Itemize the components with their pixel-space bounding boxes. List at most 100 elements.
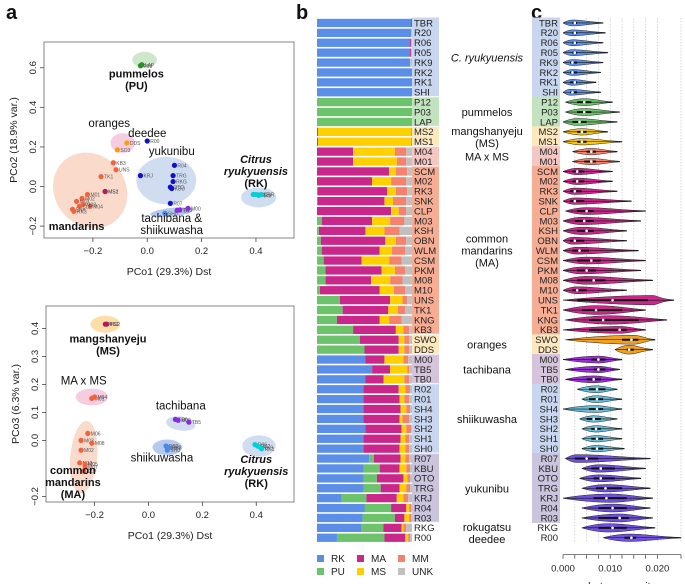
- sample-group-band: [412, 463, 439, 474]
- median-dot: [573, 199, 577, 203]
- bar-segment-pu: [336, 533, 385, 542]
- bar-segment-rk: [317, 494, 342, 503]
- legend-label: MM: [412, 554, 429, 565]
- sample-label: SNK: [538, 197, 558, 208]
- x-tick-label: 0.0: [141, 246, 154, 257]
- bar-segment-mm: [402, 414, 410, 424]
- median-dot: [595, 387, 599, 391]
- sample-label: KRJ: [540, 494, 558, 505]
- sample-label: TB0: [414, 375, 431, 386]
- sample-group-band: [532, 47, 560, 58]
- group-label: Citrus: [240, 154, 272, 166]
- sample-label: R02: [414, 385, 431, 396]
- panel-label-c: c: [531, 2, 542, 24]
- stacked-bar: [317, 375, 412, 384]
- bar-segment-pu: [317, 246, 322, 255]
- sample-label: R05: [414, 48, 431, 59]
- sample-label: R06: [414, 38, 431, 49]
- sample-label: R00: [414, 533, 431, 544]
- bar-segment-mm: [394, 266, 406, 275]
- point-label: SNK: [76, 207, 87, 213]
- data-point: [186, 419, 192, 425]
- point-label: M07: [88, 465, 98, 471]
- legend-label: RK: [331, 554, 345, 565]
- bar-segment-unk: [401, 256, 412, 265]
- bar-segment-rk: [317, 187, 318, 196]
- sample-group-band: [412, 166, 439, 177]
- stacked-bar: [317, 395, 412, 404]
- heterozygosity-violin-plot: TBRR20R06R05RK9RK2RK1SHIP12P03LAPMS2MS1M…: [532, 17, 682, 584]
- bar-segment-rk: [317, 484, 364, 493]
- legend-swatch-mm: [398, 555, 405, 562]
- stacked-bar: [317, 226, 412, 235]
- sample-group-band: [412, 255, 439, 266]
- bar-segment-mm: [411, 137, 412, 146]
- bar-segment-pu: [317, 335, 360, 344]
- data-point: [91, 394, 98, 400]
- median-dot: [573, 81, 577, 84]
- legend: RK MA MM PU MS UNK: [317, 554, 433, 578]
- sample-label: CSM: [537, 256, 558, 267]
- bar-segment-pu: [317, 107, 412, 117]
- point-label: LAP: [145, 63, 155, 69]
- sample-group-band: [532, 116, 560, 127]
- bar-segment-ma: [317, 167, 390, 176]
- sample-label: SH4: [414, 404, 432, 415]
- sample-label: TB5: [541, 365, 558, 376]
- bar-segment-ms: [353, 147, 395, 156]
- sample-label: LAP: [414, 117, 432, 128]
- stacked-bar: [317, 78, 412, 87]
- bar-segment-rk: [317, 533, 337, 542]
- data-point: [78, 437, 84, 443]
- data-point: [87, 203, 93, 209]
- data-point: [76, 203, 82, 209]
- bar-segment-rk: [317, 88, 412, 97]
- stacked-bar: [317, 494, 412, 503]
- stacked-bar: [317, 513, 412, 523]
- bar-segment-rk: [317, 474, 364, 483]
- point-label: TRG: [176, 174, 187, 180]
- ancestry-bar-chart: TBRR20R06R05RK9RK2RK1SHIP12P03LAPMS2MS1M…: [317, 17, 524, 578]
- sample-group-band: [532, 57, 560, 68]
- median-dot: [571, 90, 574, 94]
- median-dot: [571, 71, 574, 74]
- median-dot: [592, 279, 595, 282]
- point-label: M04: [98, 395, 108, 401]
- data-point: [124, 140, 130, 146]
- bar-segment-unk: [406, 177, 412, 186]
- stacked-bar: [317, 414, 412, 424]
- bar-segment-rk: [317, 503, 365, 513]
- sample-label: TB5: [414, 365, 431, 376]
- x-tick-label: 0.4: [250, 510, 263, 521]
- stacked-bar: [317, 157, 412, 166]
- bar-segment-ma: [374, 454, 401, 463]
- median-dot: [573, 189, 577, 193]
- bar-segment-unk: [404, 216, 412, 226]
- sample-label: P03: [414, 107, 431, 118]
- median-dot: [611, 506, 614, 510]
- sample-label: P12: [541, 98, 558, 109]
- bar-segment-mm: [397, 305, 406, 315]
- sample-group-band: [532, 512, 560, 523]
- bar-segment-mm: [405, 444, 410, 453]
- y-axis-label: PCo2 (18.9% var.): [8, 97, 20, 183]
- point-label: MS1: [108, 189, 119, 195]
- bar-segment-ma: [321, 216, 373, 226]
- legend-swatch-ms: [357, 568, 364, 575]
- median-dot: [585, 269, 588, 272]
- iqr-box: [570, 239, 585, 242]
- group-label: (MA): [61, 489, 86, 501]
- sample-group-band: [412, 453, 439, 464]
- sample-label: M01: [540, 157, 558, 168]
- bar-segment-ms: [400, 454, 406, 463]
- y-tick-label: 0.0: [28, 180, 39, 193]
- bar-segment-mm: [396, 157, 407, 166]
- legend-swatch-ma: [357, 555, 364, 562]
- bar-segment-unk: [401, 315, 412, 325]
- group-label: oranges: [88, 118, 130, 130]
- bar-segment-rk: [317, 365, 373, 374]
- bar-segment-ma: [379, 464, 400, 473]
- median-dot: [597, 368, 600, 371]
- bar-segment-pu: [363, 464, 380, 473]
- sample-label: MS2: [538, 127, 558, 138]
